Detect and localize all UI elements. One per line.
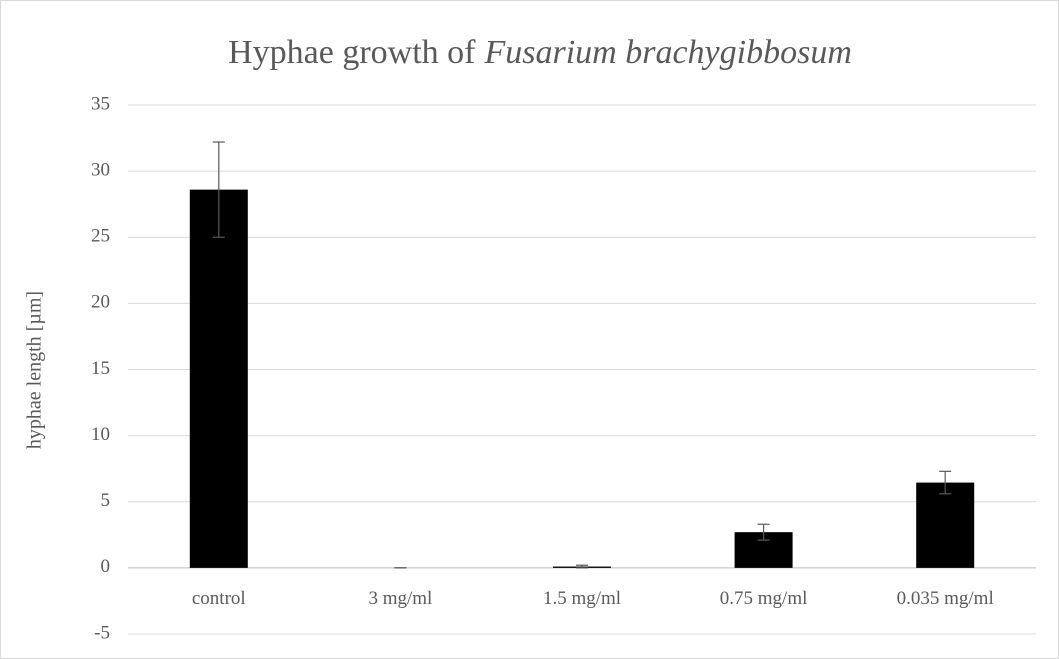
title-text: Hyphae growth of bbox=[228, 34, 476, 71]
x-tick-label: 0.035 mg/ml bbox=[897, 588, 994, 609]
x-tick-label: 3 mg/ml bbox=[368, 588, 432, 609]
y-tick-label: 35 bbox=[91, 93, 110, 114]
bar bbox=[189, 189, 248, 568]
x-tick-label: control bbox=[192, 588, 246, 609]
y-tick-label: 30 bbox=[91, 159, 110, 180]
y-tick-label: 15 bbox=[91, 358, 110, 379]
x-tick-label: 1.5 mg/ml bbox=[543, 588, 621, 609]
y-tick-label: 0 bbox=[101, 556, 111, 577]
bar bbox=[916, 482, 975, 568]
y-tick-label: 25 bbox=[91, 226, 110, 247]
y-axis-title: hyphae length [µm] bbox=[24, 291, 46, 449]
x-tick-label: 0.75 mg/ml bbox=[720, 588, 808, 609]
y-tick-label: 5 bbox=[101, 490, 111, 511]
chart-title: Hyphae growth of Fusarium brachygibbosum bbox=[228, 34, 852, 71]
y-tick-label: -5 bbox=[94, 622, 110, 643]
title-species: Fusarium brachygibbosum bbox=[484, 34, 852, 71]
y-tick-label: 10 bbox=[91, 424, 110, 445]
y-tick-label: 20 bbox=[91, 292, 110, 313]
